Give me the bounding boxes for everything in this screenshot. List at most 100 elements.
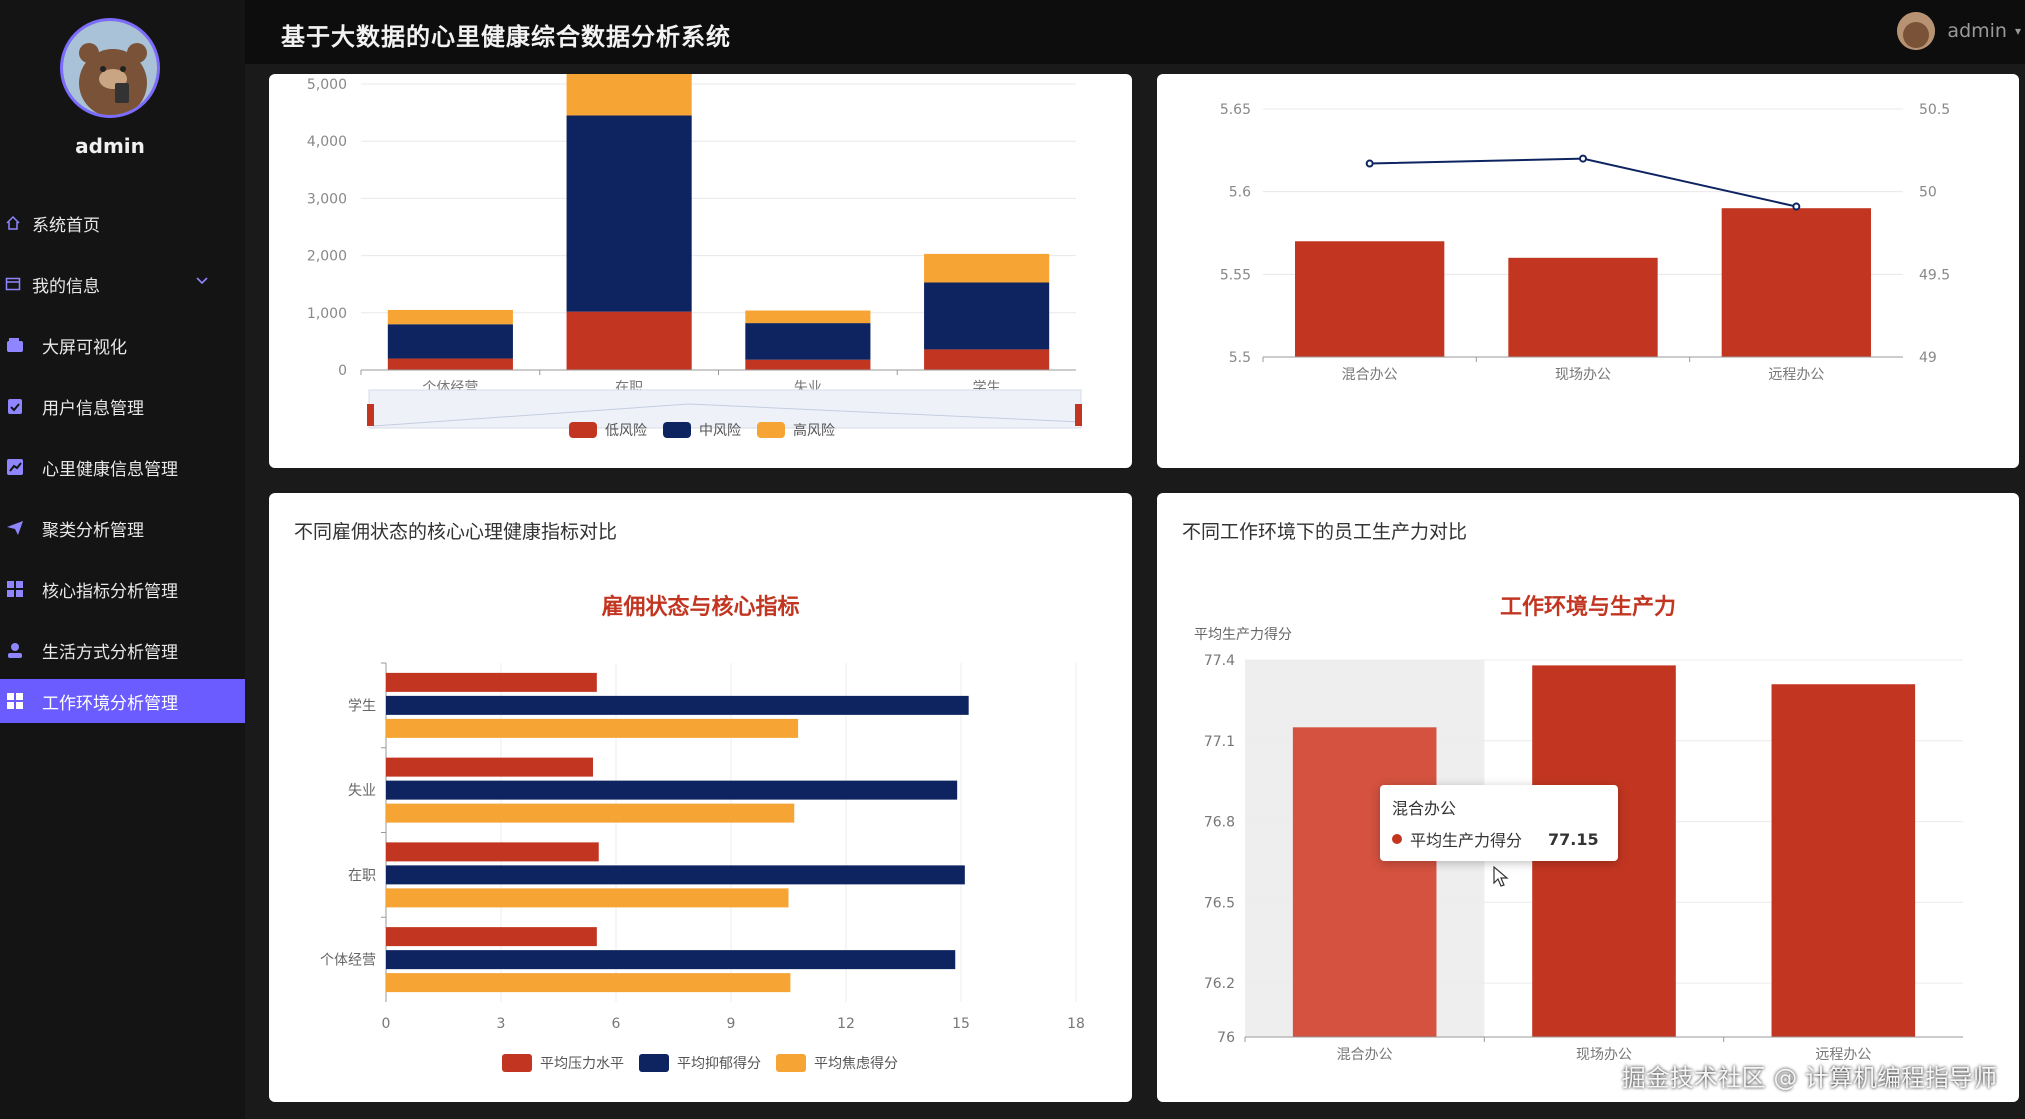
page-title: 基于大数据的心里健康综合数据分析系统 (281, 23, 731, 51)
y-tick-label: 76.8 (1204, 815, 1235, 831)
bar (566, 74, 692, 116)
chart-title: 雇佣状态与核心指标 (601, 595, 800, 620)
y-tick-label: 4,000 (307, 134, 347, 150)
bear-avatar-icon (1897, 12, 1936, 50)
sidebar-item-home[interactable]: 系统首页 (0, 201, 245, 245)
x-tick-label: 混合办公 (1337, 1047, 1393, 1063)
y-tick-label: 5.6 (1229, 185, 1251, 201)
clipboard-icon (6, 397, 24, 415)
x-tick-label: 9 (727, 1016, 736, 1032)
sidebar-item-label: 我的信息 (32, 276, 100, 297)
mouse-cursor-icon (1493, 865, 1509, 887)
line-point (1579, 154, 1587, 163)
wallet-icon (6, 336, 24, 354)
x-tick-label: 混合办公 (1342, 367, 1398, 383)
bar (386, 718, 799, 738)
bar (745, 359, 871, 370)
x-tick-label: 15 (952, 1016, 970, 1032)
panel-title: 不同雇佣状态的核心心理健康指标对比 (294, 521, 618, 543)
avatar[interactable] (60, 18, 160, 118)
bar (1508, 257, 1658, 357)
y-tick-label: 失业 (348, 783, 376, 799)
x-tick-label: 现场办公 (1576, 1047, 1632, 1063)
sidebar-item-user-management[interactable]: 用户信息管理 (0, 384, 245, 428)
caret-down-icon: ▾ (2014, 24, 2021, 38)
bar (924, 282, 1050, 350)
legend-label: 平均焦虑得分 (814, 1055, 898, 1072)
y-tick-label: 5,000 (307, 77, 347, 93)
bar (745, 323, 871, 360)
sidebar-item-label: 生活方式分析管理 (42, 642, 178, 663)
x-tick-label: 远程办公 (1815, 1047, 1871, 1063)
send-icon (6, 519, 24, 537)
line-point (1792, 202, 1801, 211)
bar (924, 253, 1050, 283)
y-tick-label: 个体经营 (320, 953, 376, 969)
series-dot-icon (1392, 834, 1402, 844)
user-menu[interactable]: admin ▾ (1897, 12, 2021, 50)
y2-tick-label: 50 (1919, 185, 1937, 201)
bear-avatar-icon (63, 21, 157, 115)
line-point (1365, 159, 1374, 168)
top-header: 基于大数据的心里健康综合数据分析系统 admin ▾ (245, 0, 2025, 64)
zoom-handle-left (367, 404, 374, 426)
legend-swatch (569, 422, 597, 438)
sidebar-item-clustering[interactable]: 聚类分析管理 (0, 506, 245, 550)
y-tick-label: 2,000 (307, 249, 347, 265)
bar (386, 973, 791, 993)
sidebar-item-mental-health[interactable]: 心里健康信息管理 (0, 445, 245, 489)
x-tick-label: 0 (382, 1016, 391, 1032)
x-tick-label: 6 (612, 1016, 621, 1032)
bar (386, 695, 969, 715)
combo-bar-line-chart: 5.5 5.55 5.6 5.65 49 49.5 50 50.5 混合办公 现场办公 远程办公 (1220, 102, 1950, 383)
y-tick-label: 76 (1217, 1030, 1235, 1046)
legend-label: 低风险 (605, 423, 647, 439)
y-tick-label: 在职 (348, 868, 376, 884)
y-tick-label: 77.4 (1204, 653, 1235, 669)
sidebar: admin 系统首页 我的信息 大屏可视化 用户信 (0, 0, 245, 1119)
tooltip-category: 混合办公 (1392, 799, 1457, 818)
header-username: admin (1947, 20, 2007, 42)
bar (1771, 684, 1916, 1037)
sidebar-item-label: 系统首页 (32, 215, 100, 236)
sidebar-username: admin (75, 134, 145, 158)
panel-work-env-combo: 5.5 5.55 5.6 5.65 49 49.5 50 50.5 混合办公 现场办公 远程办公 (1157, 74, 2019, 468)
sidebar-item-work-environment[interactable]: 工作环境分析管理 (0, 679, 245, 723)
chart-icon (6, 458, 24, 476)
home-icon (4, 214, 22, 232)
y-tick-label: 5.65 (1220, 102, 1251, 118)
y-tick-label: 3,000 (307, 191, 347, 207)
bar (386, 842, 599, 862)
legend-label: 中风险 (699, 423, 741, 439)
bar (745, 310, 871, 324)
x-tick-label: 现场办公 (1555, 367, 1611, 383)
zoom-slider (368, 389, 1082, 429)
bar (386, 780, 958, 800)
y-tick-label: 5.5 (1229, 350, 1251, 366)
zoom-handle-right (1075, 404, 1082, 426)
stacked-bar-chart: 01,0002,0003,0004,0005,000个体经营 在职 失业 学生低风险中… (307, 74, 1082, 439)
bar (387, 309, 513, 325)
x-tick-label: 3 (497, 1016, 506, 1032)
sidebar-item-label: 大屏可视化 (42, 337, 127, 358)
legend-swatch (776, 1054, 806, 1072)
sidebar-item-lifestyle[interactable]: 生活方式分析管理 (0, 628, 245, 672)
y-tick-label: 76.2 (1204, 976, 1235, 992)
tooltip-series: 平均生产力得分 (1410, 831, 1523, 850)
x-tick-label: 18 (1067, 1016, 1085, 1032)
legend-label: 平均压力水平 (540, 1056, 624, 1072)
chevron-down-icon[interactable] (195, 274, 209, 290)
bar (566, 311, 692, 370)
bar (386, 950, 956, 970)
sidebar-item-label: 聚类分析管理 (42, 520, 144, 541)
panel-employment-core-metrics: 不同雇佣状态的核心心理健康指标对比 雇佣状态与核心指标 0 3 6 9 12 15 18 学生… (269, 493, 1132, 1102)
bar (1292, 727, 1437, 1037)
sidebar-item-my-info[interactable]: 我的信息 (0, 262, 245, 306)
panel-employment-risk: 0 1,000 2,000 3,000 4,000 5,000 个体经营 在职 失业 学生 低风险中… (269, 74, 1132, 468)
sidebar-item-core-metrics[interactable]: 核心指标分析管理 (0, 567, 245, 611)
y-tick-label: 5.55 (1220, 267, 1251, 283)
chart-title: 工作环境与生产力 (1499, 595, 1676, 620)
sidebar-item-big-screen[interactable]: 大屏可视化 (0, 323, 245, 367)
bar (386, 888, 789, 908)
